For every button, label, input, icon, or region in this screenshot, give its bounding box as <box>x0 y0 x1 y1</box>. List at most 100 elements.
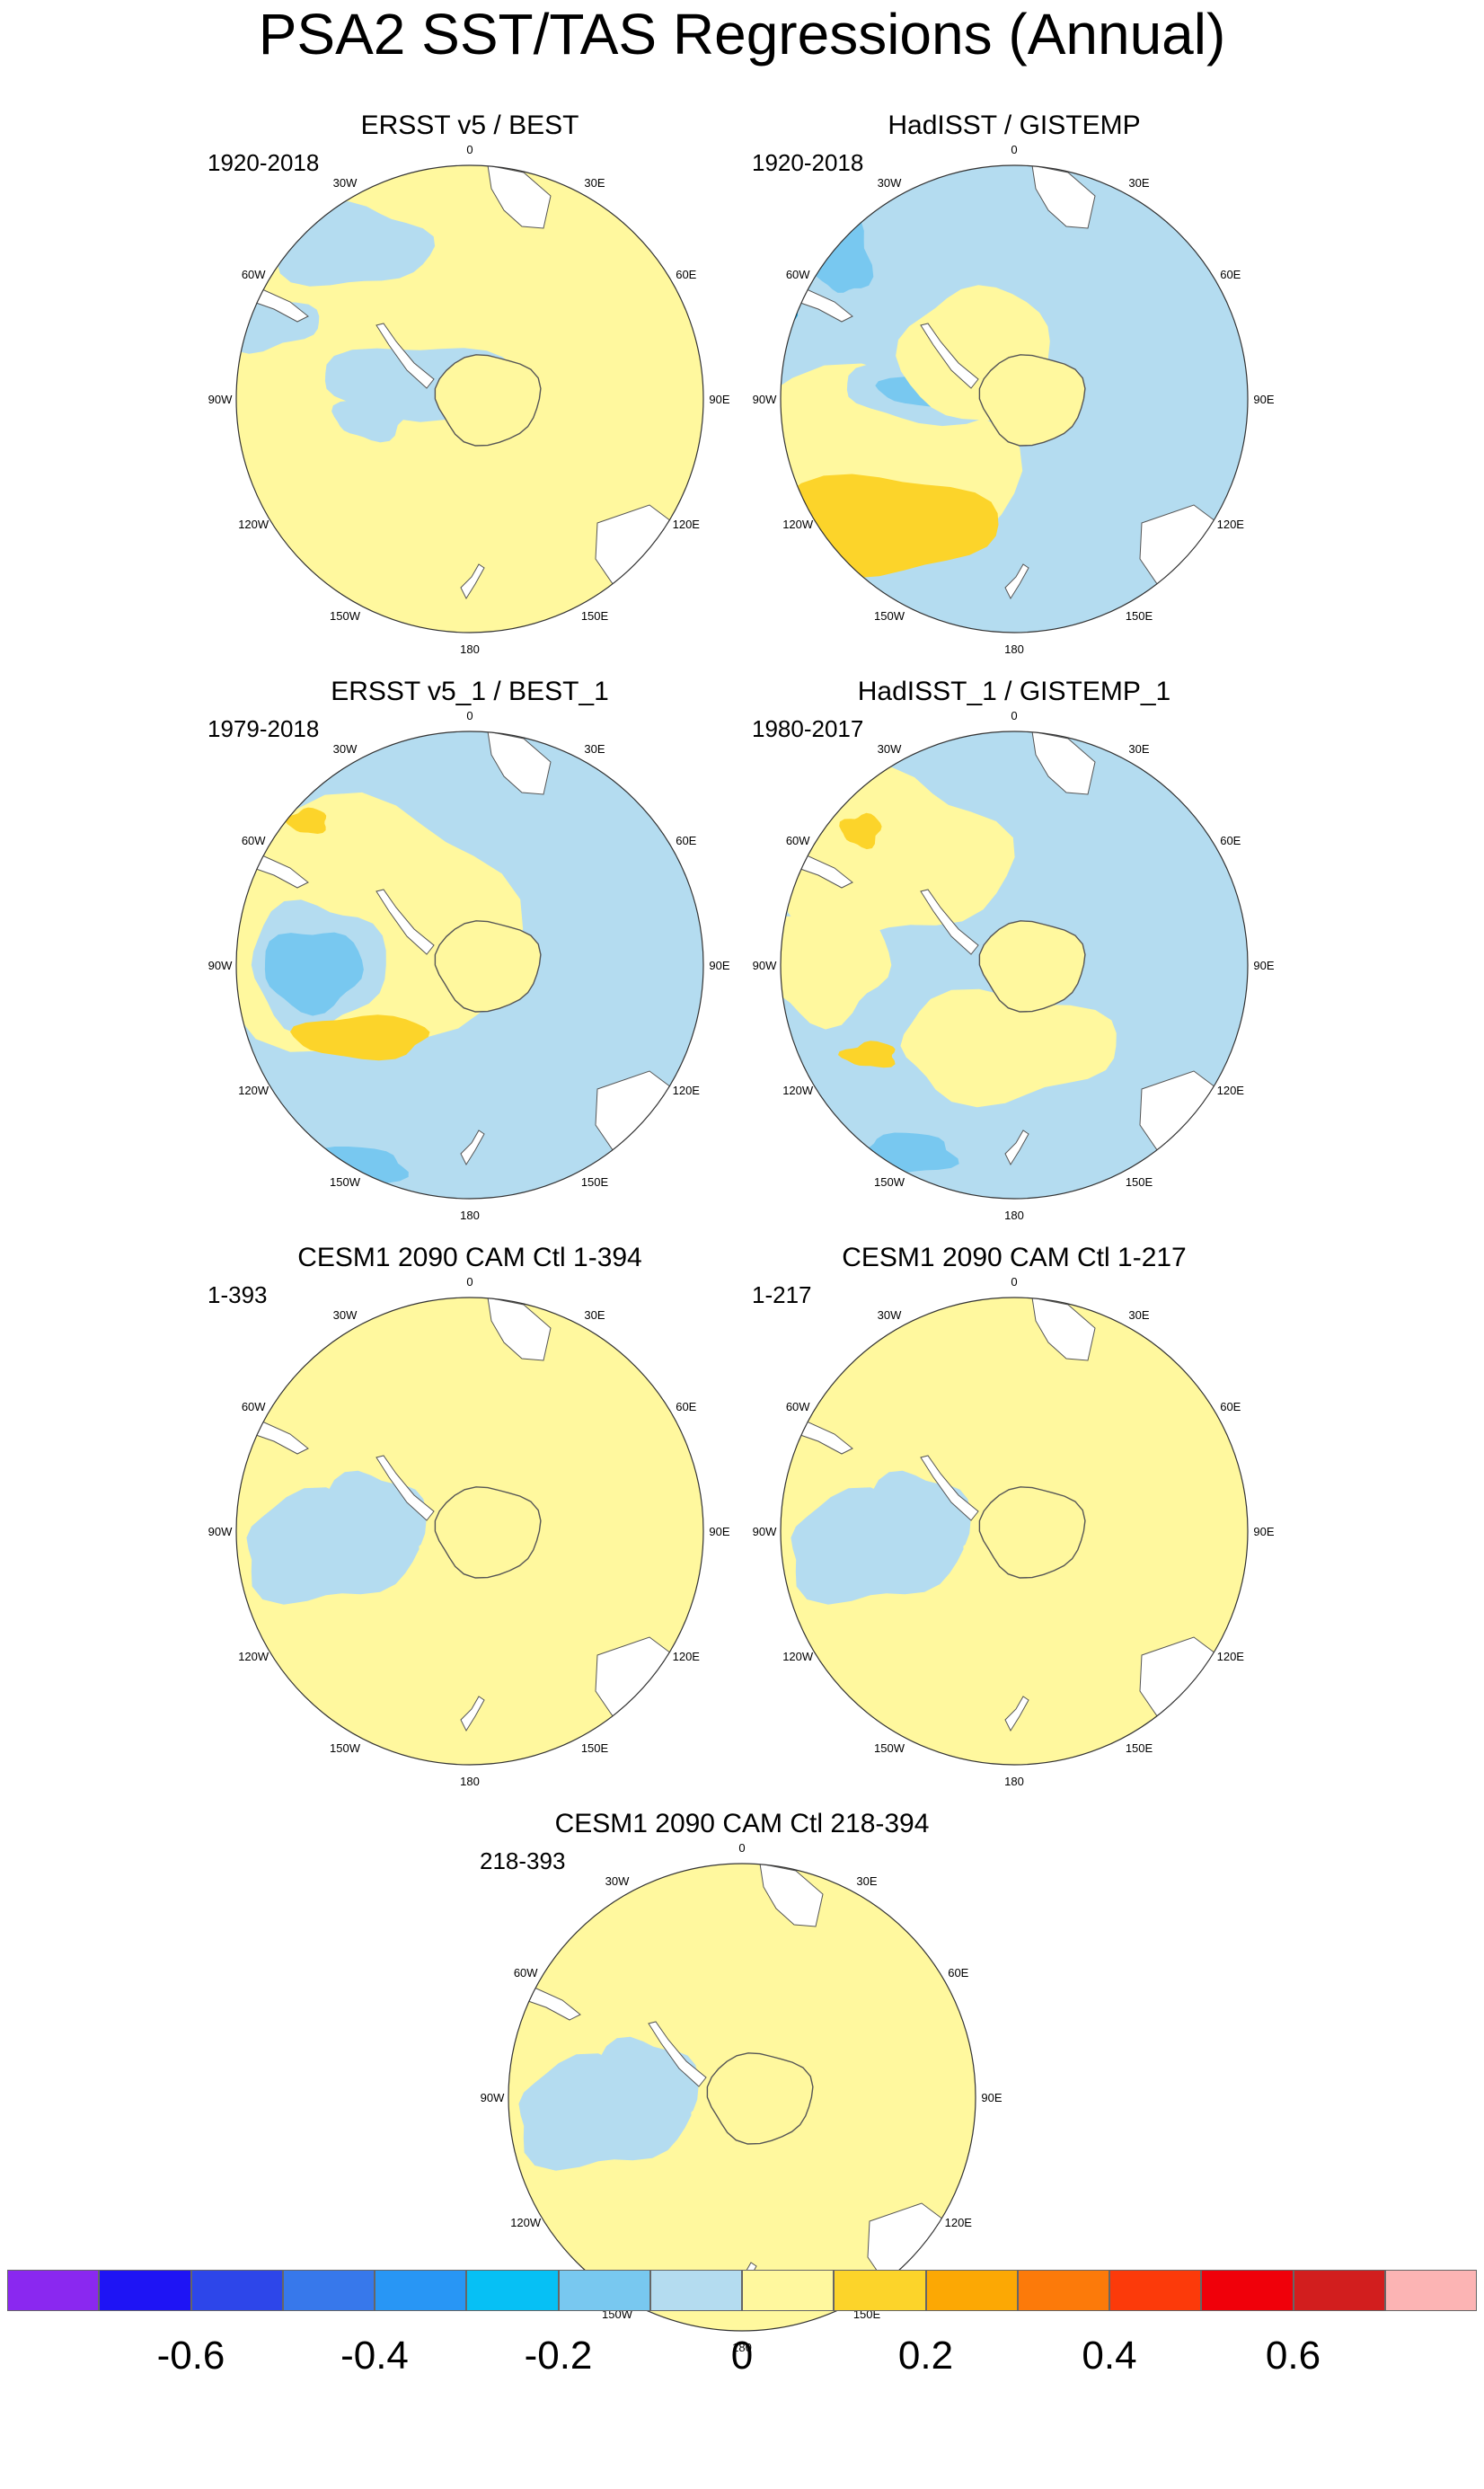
longitude-label: 120E <box>945 2216 973 2229</box>
anomaly-region <box>781 915 892 1030</box>
new-zealand <box>1004 563 1029 600</box>
longitude-label: 180 <box>1004 1209 1024 1222</box>
longitude-label: 150E <box>581 609 609 623</box>
anomaly-region <box>264 932 364 1016</box>
longitude-label: 120W <box>510 2216 542 2229</box>
anomaly-region <box>781 283 798 334</box>
anomaly-region <box>331 393 408 443</box>
anomaly-region <box>900 988 1117 1108</box>
anomaly-region <box>862 1470 971 1578</box>
longitude-label: 0 <box>738 1841 745 1855</box>
longitude-label: 0 <box>1011 1275 1017 1289</box>
antarctica-landmass <box>434 354 542 447</box>
antarctica-landmass <box>978 920 1086 1013</box>
colorbar-label: 0.6 <box>1265 2334 1321 2378</box>
africa <box>487 1298 552 1361</box>
longitude-label: 90E <box>709 393 729 406</box>
colorbar: -0.6 -0.4 -0.2 0 0.2 0.4 0.6 <box>7 2270 1477 2485</box>
longitude-label: 0 <box>1011 143 1017 156</box>
longitude-label: 150E <box>1126 1741 1153 1755</box>
antarctic-peninsula <box>375 889 435 955</box>
longitude-label: 180 <box>460 1209 480 1222</box>
panel-title: CESM1 2090 CAM Ctl 218-394 <box>554 1809 930 1838</box>
panel-title: ERSST v5_1 / BEST_1 <box>331 677 609 706</box>
longitude-label: 60W <box>786 834 810 847</box>
longitude-label: 180 <box>460 1775 480 1788</box>
longitude-label: 120W <box>782 1084 814 1097</box>
longitude-label: 90W <box>481 2091 505 2104</box>
longitude-label: 90E <box>981 2091 1002 2104</box>
longitude-label: 180 <box>460 642 480 656</box>
colorbar-swatch <box>1201 2270 1294 2311</box>
map-panel-ersst-long: ERSST v5 / BEST 1920-2018 0 30E 60E 90E 120E… <box>191 110 748 685</box>
panel-title: HadISST_1 / GISTEMP_1 <box>857 677 1171 706</box>
longitude-label: 30E <box>584 1308 605 1322</box>
longitude-label: 0 <box>466 709 473 722</box>
colorbar-label: 0 <box>730 2334 754 2378</box>
longitude-label: 150E <box>1126 1175 1153 1189</box>
longitude-label: 120W <box>238 1650 269 1663</box>
colorbar-swatch <box>190 2270 283 2311</box>
anomaly-region <box>590 2036 699 2144</box>
longitude-label: 60E <box>1220 834 1241 847</box>
polar-map: 0 30E 60E 90E 120E 150E 180 150W 120W 90W 60W 30W <box>208 709 730 1222</box>
polar-map: 0 30E 60E 90E 120E 150E 180 150W 120W 90W 60W 30W <box>753 1275 1275 1788</box>
anomaly-region <box>318 1470 427 1578</box>
longitude-label: 120W <box>782 518 814 531</box>
longitude-label: 60E <box>676 268 696 281</box>
longitude-label: 60W <box>514 1966 538 1980</box>
colorbar-swatch <box>1017 2270 1109 2311</box>
longitude-label: 60E <box>676 834 696 847</box>
map-boundary <box>780 731 1249 1200</box>
map-fill <box>781 165 1248 633</box>
period-label: 218-393 <box>480 1847 566 1874</box>
longitude-label: 120W <box>238 1084 269 1097</box>
polar-map: 0 30E 60E 90E 120E 150E 180 150W 120W 90W 60W 30W <box>753 143 1275 656</box>
map-panel-cesm-1-394: CESM1 2090 CAM Ctl 1-394 1-393 0 30E 60E 90… <box>191 1242 748 1817</box>
map-panel-ersst-short: ERSST v5_1 / BEST_1 1979-2018 0 30E 60E 90E… <box>191 676 748 1251</box>
new-zealand <box>460 1129 485 1166</box>
longitude-label: 30E <box>584 176 605 190</box>
colorbar-swatch <box>282 2270 375 2311</box>
longitude-label: 30W <box>878 176 902 190</box>
antarctica-landmass <box>978 354 1086 447</box>
antarctica-landmass <box>434 1486 542 1579</box>
colorbar-swatch <box>1384 2270 1477 2311</box>
longitude-label: 60E <box>1220 268 1241 281</box>
map-boundary <box>235 164 704 633</box>
longitude-label: 30W <box>333 176 358 190</box>
panel-title: CESM1 2090 CAM Ctl 1-217 <box>842 1243 1187 1272</box>
anomaly-region <box>837 1041 896 1068</box>
africa <box>487 731 552 795</box>
longitude-label: 60W <box>242 1400 266 1413</box>
new-zealand <box>1004 1696 1029 1732</box>
longitude-label: 120E <box>1217 518 1245 531</box>
colorbar-swatch <box>558 2270 650 2311</box>
map-fill <box>781 1298 1248 1765</box>
colorbar-swatch <box>834 2270 926 2311</box>
longitude-label: 150W <box>330 609 361 623</box>
figure-title: PSA2 SST/TAS Regressions (Annual) <box>258 2 1226 66</box>
panel-title: CESM1 2090 CAM Ctl 1-394 <box>297 1243 642 1272</box>
longitude-label: 120E <box>1217 1084 1245 1097</box>
anomaly-region <box>811 210 874 293</box>
map-fill <box>236 731 703 1199</box>
colorbar-swatch <box>1293 2270 1385 2311</box>
longitude-label: 90E <box>709 959 729 972</box>
antarctic-peninsula <box>648 2021 707 2087</box>
period-label: 1979-2018 <box>208 715 320 742</box>
antarctic-peninsula <box>375 1455 435 1521</box>
longitude-label: 60E <box>1220 1400 1241 1413</box>
longitude-label: 90E <box>1253 393 1274 406</box>
antarctica-landmass <box>706 2052 814 2145</box>
new-zealand <box>1004 1129 1029 1166</box>
longitude-label: 150E <box>581 1741 609 1755</box>
longitude-label: 180 <box>1004 642 1024 656</box>
new-zealand <box>460 1696 485 1732</box>
period-label: 1-217 <box>752 1281 812 1308</box>
colorbar-swatch <box>375 2270 467 2311</box>
polar-map: 0 30E 60E 90E 120E 150E 180 150W 120W 90W 60W 30W <box>753 709 1275 1222</box>
antarctica-landmass <box>434 920 542 1013</box>
longitude-label: 120E <box>1217 1650 1245 1663</box>
map-fill <box>781 731 1248 1199</box>
